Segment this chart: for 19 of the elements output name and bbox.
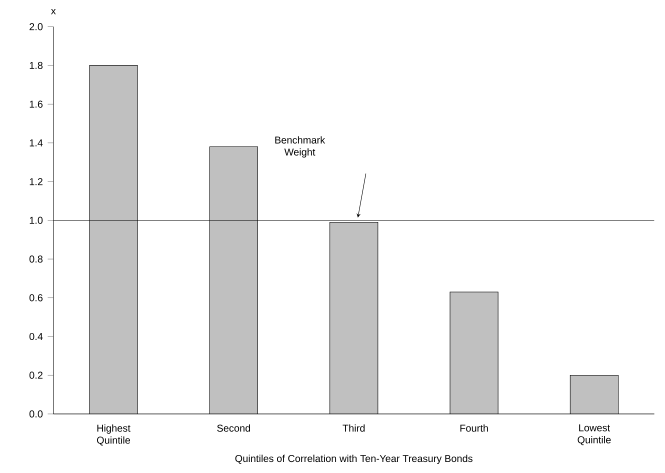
y-tick-label: 1.0 xyxy=(30,216,43,224)
y-tick-label: 1.4 xyxy=(30,140,43,146)
x-tick-label: Highest Quintile xyxy=(97,424,130,446)
y-tick-label: 0.8 xyxy=(29,256,43,263)
y-tick-label: 0.4 xyxy=(29,333,43,340)
y-tick-label: 1.2 xyxy=(30,178,42,186)
y-tick-label: 0.6 xyxy=(29,294,43,302)
ref-line-label: Benchmark Weight xyxy=(275,136,326,158)
y-tick-label: 2.0 xyxy=(30,23,43,30)
x-axis-title: Quintiles of Correlation with Ten-Year Treasury Bonds xyxy=(235,454,472,464)
x-tick-label: Second xyxy=(217,424,250,432)
x-tick-label: Fourth xyxy=(460,424,488,432)
y-tick-label: 1.8 xyxy=(30,62,43,70)
y-tick-label: 0.2 xyxy=(29,372,42,379)
x-tick-label: Lowest Quintile xyxy=(578,424,611,446)
x-tick-label: Third xyxy=(342,424,365,432)
y-axis-title: x xyxy=(51,9,56,14)
y-tick-label: 0.0 xyxy=(29,410,43,418)
y-tick-label: 1.6 xyxy=(30,100,43,108)
